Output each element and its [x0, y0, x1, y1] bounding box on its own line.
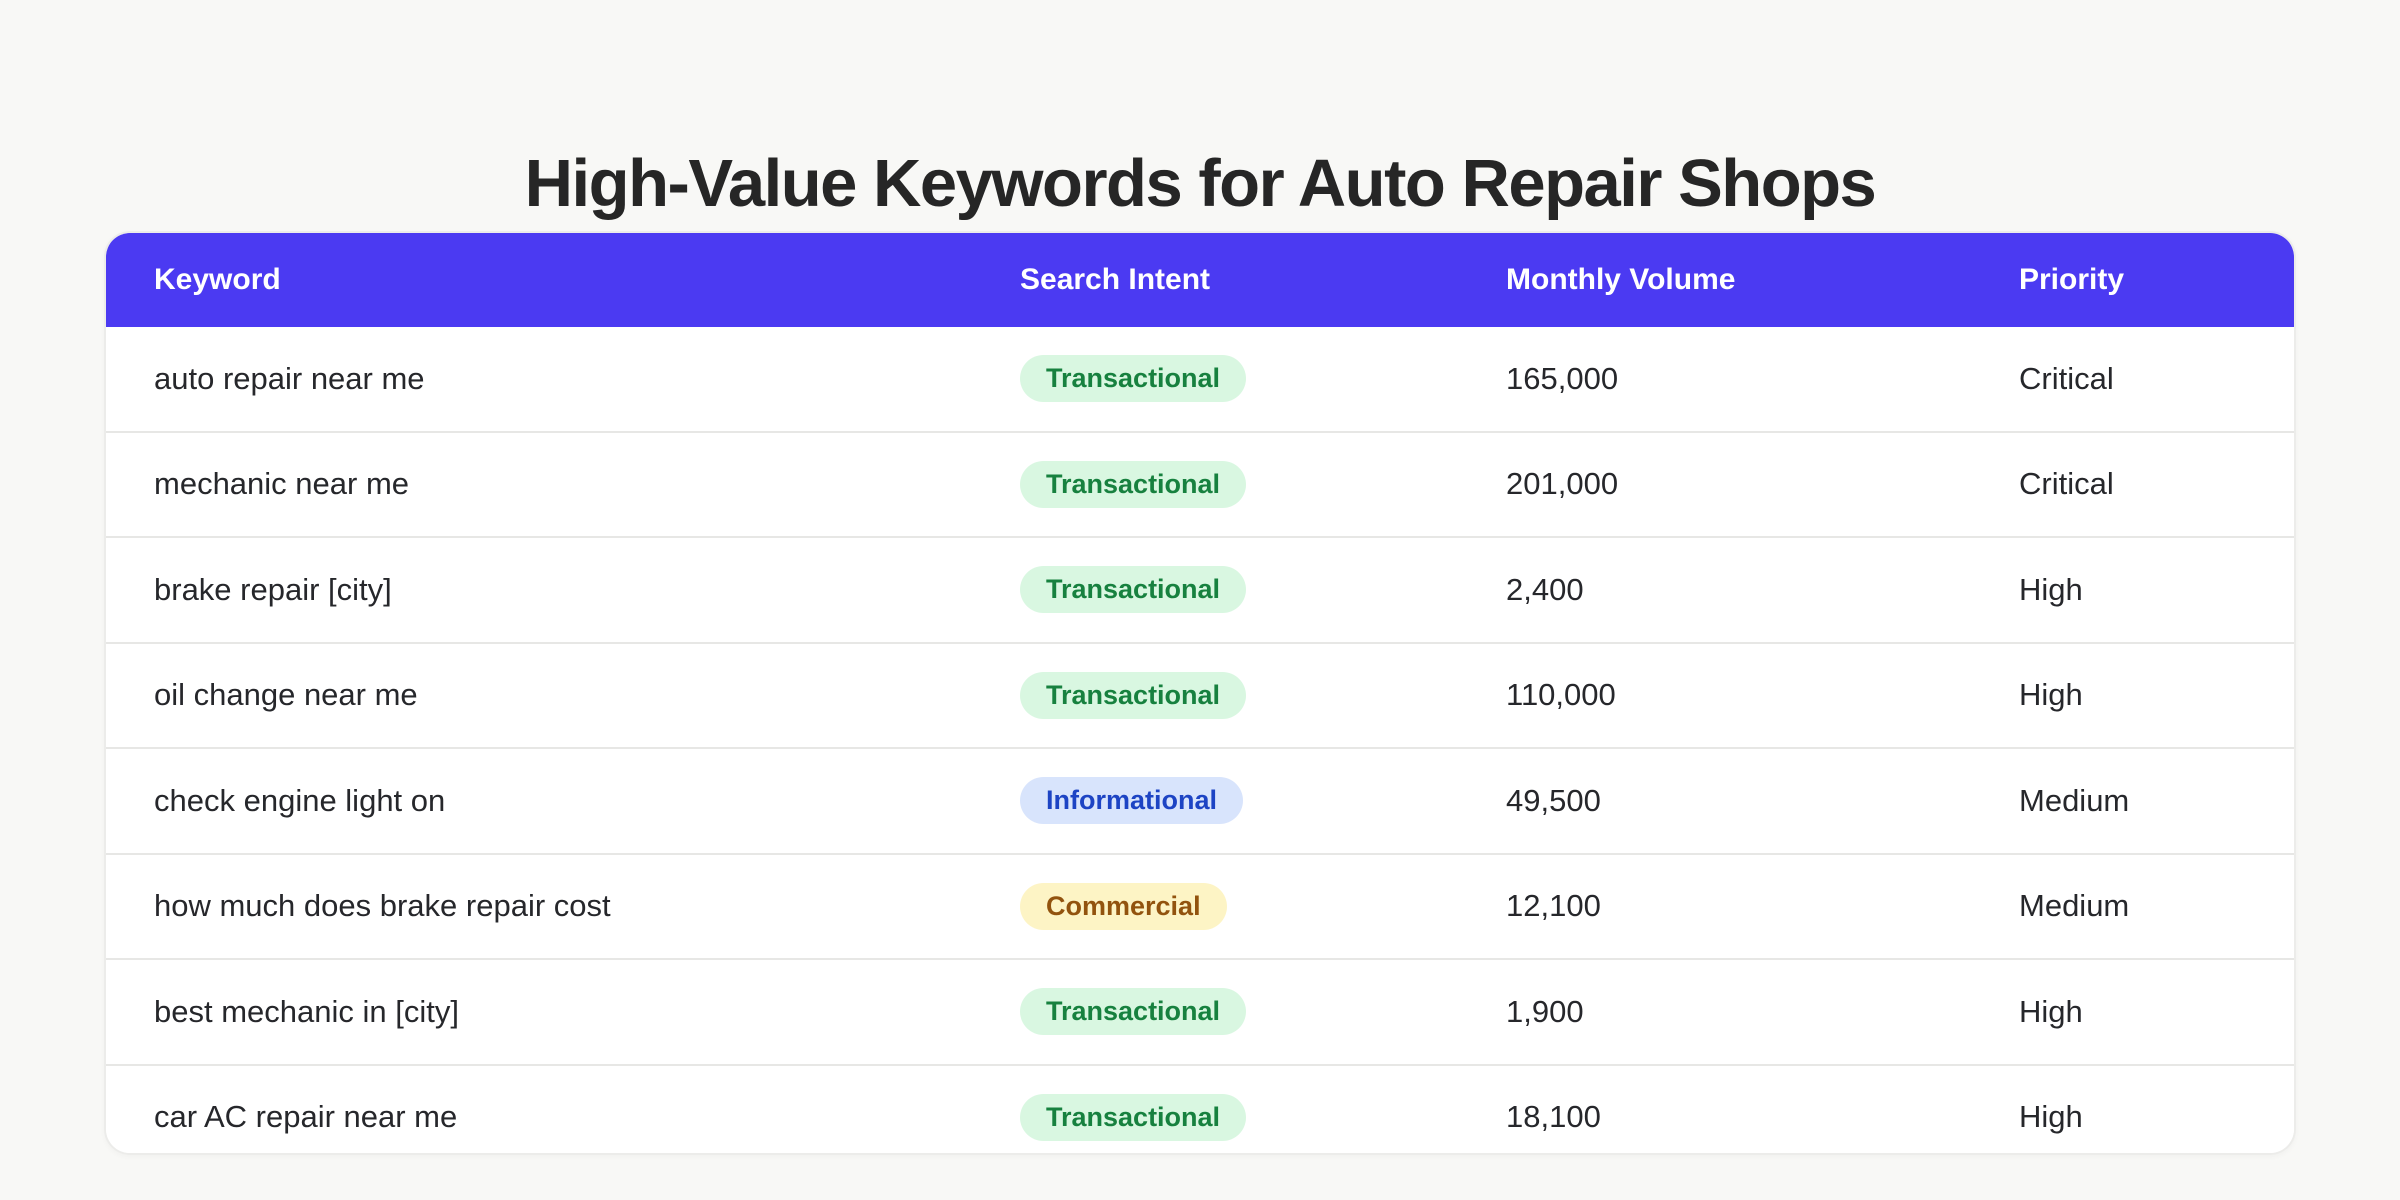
priority-cell: Critical [2019, 360, 2114, 396]
priority-cell: High [2019, 571, 2083, 607]
table-row: mechanic near me Transactional 201,000 Crit… [106, 432, 2294, 538]
search-intent-cell: Informational [972, 777, 1458, 825]
monthly-volume-cell: 1,900 [1506, 993, 1584, 1029]
monthly-volume-cell: 201,000 [1506, 466, 1619, 502]
search-intent-cell: Transactional [972, 671, 1458, 719]
keyword-cell: mechanic near me [154, 466, 410, 502]
intent-badge: Informational [1020, 777, 1244, 825]
intent-badge: Transactional [1020, 460, 1247, 508]
intent-badge: Transactional [1020, 566, 1247, 614]
table-row: auto repair near me Transactional 165,000 C… [106, 327, 2294, 433]
table-row: brake repair [city] Transactional 2,400 Hig… [106, 538, 2294, 644]
column-header-priority: Priority [2019, 263, 2125, 296]
priority-cell: High [2019, 1099, 2083, 1135]
keywords-table: Keyword Search Intent Monthly Volume Pri… [104, 231, 2296, 1155]
search-intent-cell: Transactional [972, 566, 1458, 614]
search-intent-cell: Transactional [972, 460, 1458, 508]
search-intent-cell: Commercial [972, 882, 1458, 930]
table-row: how much does brake repair cost Commercia… [106, 854, 2294, 960]
table-row: oil change near me Transactional 110,000 Hi… [106, 643, 2294, 749]
search-intent-cell: Transactional [972, 355, 1458, 403]
intent-badge: Transactional [1020, 355, 1247, 403]
keyword-cell: brake repair [city] [154, 571, 392, 607]
monthly-volume-cell: 49,500 [1506, 782, 1601, 818]
priority-cell: High [2019, 677, 2083, 713]
intent-badge: Transactional [1020, 988, 1247, 1036]
monthly-volume-cell: 18,100 [1506, 1099, 1601, 1135]
keyword-cell: check engine light on [154, 782, 446, 818]
keyword-cell: oil change near me [154, 677, 418, 713]
search-intent-cell: Transactional [972, 988, 1458, 1036]
column-header-search-intent: Search Intent [1020, 263, 1211, 296]
intent-badge: Transactional [1020, 671, 1247, 719]
monthly-volume-cell: 165,000 [1506, 360, 1619, 396]
keyword-cell: auto repair near me [154, 360, 425, 396]
page-title: High-Value Keywords for Auto Repair Shop… [524, 145, 1877, 221]
intent-badge: Transactional [1020, 1093, 1247, 1141]
keyword-cell: how much does brake repair cost [154, 888, 611, 924]
keyword-cell: best mechanic in [city] [154, 993, 459, 1029]
table-header-row: Keyword Search Intent Monthly Volume Pri… [106, 233, 2294, 327]
table-body: auto repair near me Transactional 165,000 C… [106, 327, 2294, 1153]
keyword-cell: car AC repair near me [154, 1099, 458, 1135]
monthly-volume-cell: 2,400 [1506, 571, 1584, 607]
priority-cell: High [2019, 993, 2083, 1029]
search-intent-cell: Transactional [972, 1093, 1458, 1141]
column-header-keyword: Keyword [154, 263, 281, 296]
table-row: best mechanic in [city] Transactional 1,90… [106, 960, 2294, 1066]
monthly-volume-cell: 12,100 [1506, 888, 1601, 924]
intent-badge: Commercial [1020, 882, 1227, 930]
table-row: car AC repair near me Transactional 18,100… [106, 1065, 2294, 1153]
priority-cell: Medium [2019, 888, 2130, 924]
monthly-volume-cell: 110,000 [1506, 677, 1616, 713]
priority-cell: Medium [2019, 782, 2130, 818]
column-header-monthly-volume: Monthly Volume [1506, 263, 1736, 296]
table-row: check engine light on Informational 49,500… [106, 749, 2294, 855]
priority-cell: Critical [2019, 466, 2114, 502]
